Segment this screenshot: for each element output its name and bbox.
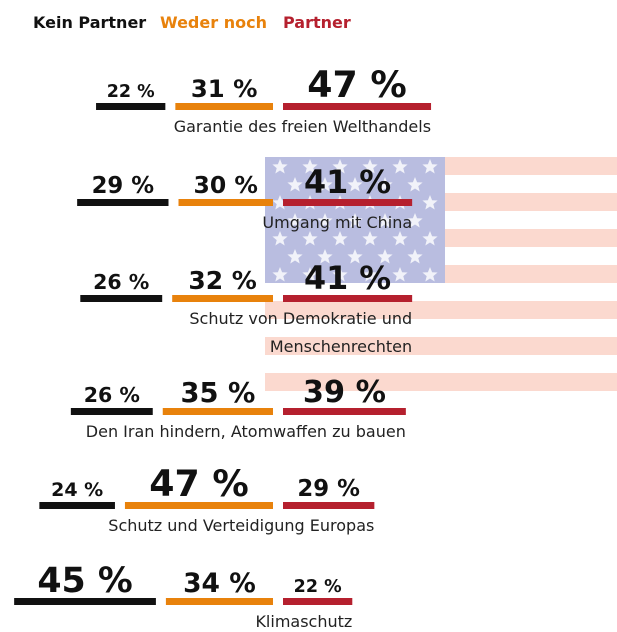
star: [377, 213, 393, 228]
category-label: Menschenrechten: [270, 337, 412, 356]
bar: [39, 502, 115, 509]
star: [332, 267, 348, 282]
star: [362, 267, 378, 282]
flag-background: [265, 157, 617, 391]
category-label: Umgang mit China: [262, 213, 412, 232]
star: [347, 249, 363, 264]
value-label: 30 %: [194, 171, 258, 199]
star: [272, 267, 288, 282]
star: [317, 213, 333, 228]
star: [392, 231, 408, 246]
star: [317, 177, 333, 192]
star: [287, 249, 303, 264]
star: [302, 159, 318, 174]
bar: [124, 502, 273, 509]
star: [302, 231, 318, 246]
value-label: 47 %: [149, 462, 249, 505]
star: [422, 159, 438, 174]
value-label: 41 %: [304, 260, 391, 297]
star: [272, 159, 288, 174]
star: [332, 231, 348, 246]
value-label: 22 %: [294, 577, 342, 597]
category-label: Schutz von Demokratie und: [189, 309, 412, 328]
value-label: 29 %: [92, 173, 155, 199]
value-label: 26 %: [84, 383, 140, 407]
star: [272, 231, 288, 246]
bar: [165, 598, 273, 605]
star: [272, 195, 288, 210]
legend-label: Weder noch: [160, 13, 267, 32]
bar: [283, 295, 413, 302]
value-label: 45 %: [37, 561, 132, 601]
value-label: 26 %: [93, 270, 149, 294]
legend-label: Kein Partner: [33, 13, 146, 32]
value-label: 24 %: [51, 479, 103, 501]
bar: [80, 295, 163, 302]
value-label: 41 %: [304, 164, 391, 201]
star: [392, 267, 408, 282]
star: [422, 267, 438, 282]
bar: [175, 103, 273, 110]
bar: [283, 598, 353, 605]
star: [347, 177, 363, 192]
star: [422, 195, 438, 210]
star: [332, 159, 348, 174]
star: [362, 159, 378, 174]
value-label: 29 %: [297, 476, 360, 502]
value-label: 32 %: [188, 266, 257, 295]
star: [287, 213, 303, 228]
star: [377, 177, 393, 192]
value-label: 31 %: [191, 74, 258, 103]
category-label: Garantie des freien Welthandels: [174, 117, 431, 136]
bar: [96, 103, 166, 110]
bar: [283, 502, 375, 509]
star: [377, 249, 393, 264]
bar: [178, 199, 273, 206]
bar: [283, 408, 406, 415]
star: [347, 213, 363, 228]
value-label: 22 %: [107, 82, 155, 102]
star: [407, 249, 423, 264]
category-label: Klimaschutz: [255, 612, 352, 631]
star: [317, 249, 333, 264]
value-label: 47 %: [307, 63, 407, 106]
star: [422, 231, 438, 246]
star: [392, 159, 408, 174]
bar: [283, 199, 413, 206]
star: [407, 177, 423, 192]
bar: [172, 295, 273, 302]
value-label: 35 %: [180, 378, 255, 409]
category-label: Schutz und Verteidigung Europas: [108, 516, 374, 535]
bar: [283, 103, 432, 110]
value-label: 39 %: [303, 375, 386, 410]
star: [407, 213, 423, 228]
bar: [77, 199, 169, 206]
legend-label: Partner: [283, 13, 351, 32]
category-label: Den Iran hindern, Atomwaffen zu bauen: [86, 422, 406, 441]
bar: [14, 598, 156, 605]
star: [302, 267, 318, 282]
bar: [162, 408, 273, 415]
star: [287, 177, 303, 192]
star: [362, 231, 378, 246]
bar: [70, 408, 153, 415]
value-label: 34 %: [183, 568, 256, 599]
